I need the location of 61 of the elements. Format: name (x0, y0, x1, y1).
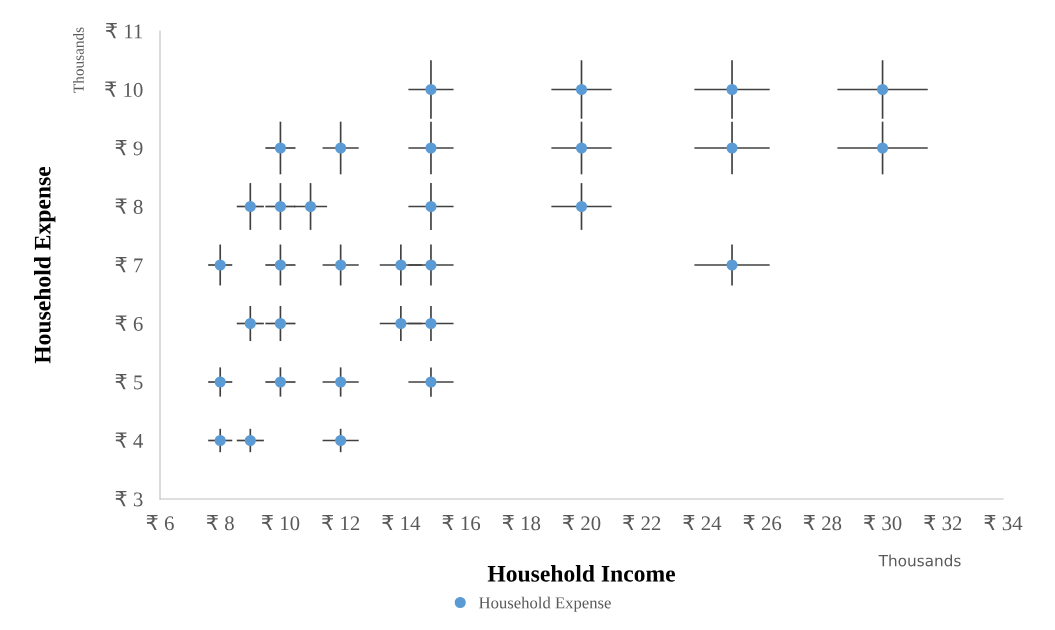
point (274, 317, 286, 330)
point (274, 259, 286, 271)
y-tick-label: ₹ 4 (115, 432, 144, 448)
point (335, 142, 347, 154)
point (335, 434, 347, 447)
y-tick-label: ₹ 6 (115, 315, 143, 331)
point (214, 434, 226, 447)
point (425, 200, 437, 213)
y-tick-label: ₹ 9 (115, 140, 143, 156)
x-tick-label: ₹ 16 (442, 514, 481, 531)
legend-label: Household Expense (479, 596, 611, 612)
x-tick-label: ₹ 10 (261, 514, 300, 531)
point (425, 317, 437, 330)
x-tick-label: ₹ 8 (206, 514, 234, 531)
point (335, 259, 347, 271)
point (726, 83, 738, 96)
y-axis-title: Household Expense (34, 166, 56, 364)
x-tick-label: ₹ 26 (743, 514, 782, 531)
point (395, 259, 407, 271)
point (244, 317, 256, 330)
y-tick-label: ₹ 3 (115, 491, 143, 507)
x-tick-label: ₹ 24 (683, 514, 722, 531)
point (726, 259, 738, 271)
point (877, 83, 889, 96)
point (274, 200, 286, 213)
x-tick-label: ₹ 20 (562, 514, 601, 531)
point (575, 142, 588, 154)
text: Thousands (73, 27, 84, 93)
x-tick-label: ₹ 14 (382, 514, 421, 531)
x-tick-label: ₹ 30 (864, 514, 902, 531)
y-tick-label: ₹ 10 (105, 81, 143, 97)
text: Thousands (878, 554, 961, 567)
point (726, 142, 738, 154)
x-tick-label: ₹ 32 (924, 514, 962, 531)
point (244, 434, 256, 447)
point (395, 317, 407, 330)
point (425, 83, 437, 96)
point (214, 376, 226, 388)
x-tick-label: ₹ 6 (146, 514, 174, 531)
y-tick-label: ₹ 7 (115, 257, 143, 273)
point (304, 200, 317, 213)
x-tick-label: ₹ 12 (322, 514, 360, 531)
point (425, 259, 437, 271)
x-axis-title: Household Income (487, 565, 676, 582)
x-tick-label: ₹ 22 (623, 514, 661, 531)
point (575, 83, 588, 96)
x-tick-label: ₹ 34 (984, 514, 1023, 531)
point (214, 259, 226, 271)
point (244, 200, 256, 213)
x-tick-label: ₹ 18 (502, 514, 541, 531)
x-tick-label: ₹ 28 (803, 514, 842, 531)
y-tick-label: ₹ 8 (115, 198, 143, 214)
point (575, 200, 588, 213)
y-tick-label: ₹ 5 (115, 374, 143, 390)
y-tick-label: ₹ 11 (105, 23, 143, 39)
point (425, 376, 437, 388)
point (274, 142, 286, 154)
point (335, 376, 347, 388)
point (877, 142, 889, 154)
point (274, 376, 286, 388)
point (425, 142, 437, 154)
